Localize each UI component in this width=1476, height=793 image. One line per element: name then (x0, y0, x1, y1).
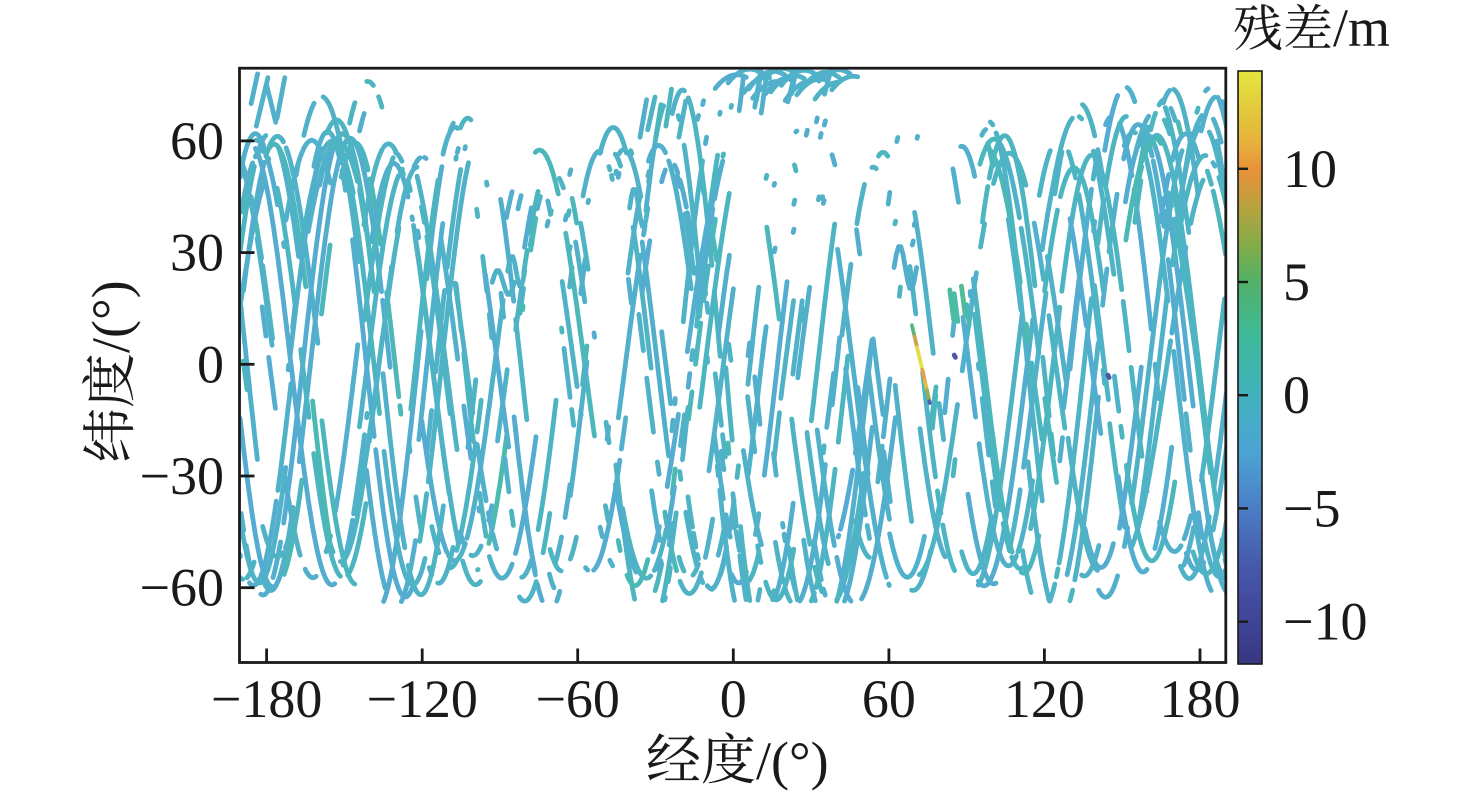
svg-text:−60: −60 (140, 558, 224, 618)
svg-text:10: 10 (1283, 139, 1337, 199)
svg-text:−120: −120 (366, 669, 477, 729)
svg-text:60: 60 (170, 111, 224, 171)
svg-text:0: 0 (1283, 365, 1310, 425)
svg-text:−60: −60 (535, 669, 619, 729)
svg-text:−30: −30 (140, 446, 224, 506)
svg-text:180: 180 (1160, 669, 1241, 729)
svg-text:120: 120 (1004, 669, 1085, 729)
svg-text:−10: −10 (1283, 592, 1367, 652)
svg-text:/(°): /(°) (81, 280, 141, 353)
svg-text:−5: −5 (1283, 478, 1340, 538)
svg-text:/(°): /(°) (756, 731, 829, 791)
svg-text:30: 30 (170, 223, 224, 283)
svg-text:0: 0 (197, 334, 224, 394)
svg-text:0: 0 (720, 669, 747, 729)
svg-text:5: 5 (1283, 252, 1310, 312)
svg-text:/m: /m (1333, 0, 1390, 58)
svg-text:60: 60 (862, 669, 916, 729)
svg-text:−180: −180 (211, 669, 322, 729)
